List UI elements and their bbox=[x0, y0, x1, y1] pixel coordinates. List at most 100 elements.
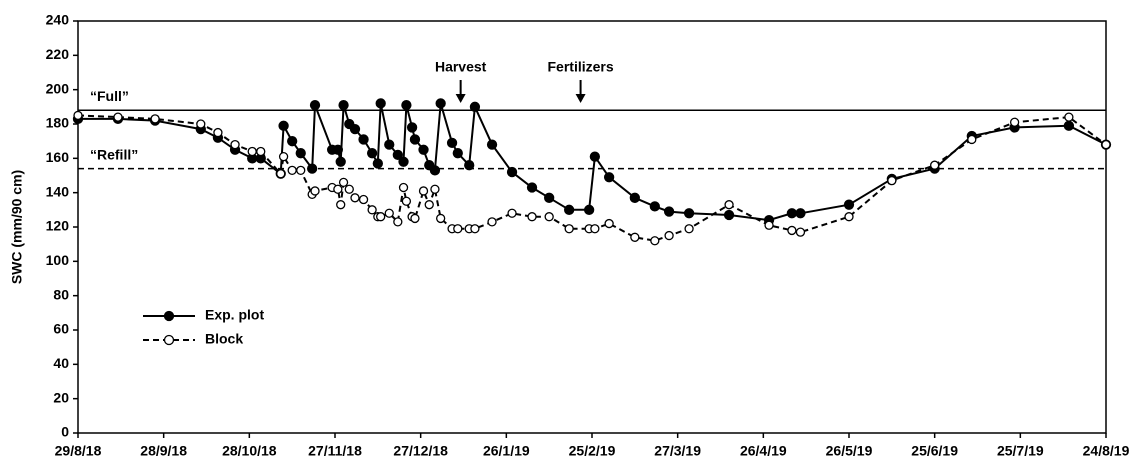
data-point bbox=[418, 144, 429, 155]
y-tick-label: 40 bbox=[53, 355, 69, 371]
data-point bbox=[844, 212, 854, 222]
data-point bbox=[603, 172, 615, 183]
data-point bbox=[350, 193, 360, 203]
data-point bbox=[335, 156, 346, 167]
legend-label: Block bbox=[205, 331, 243, 347]
data-point bbox=[278, 120, 289, 131]
data-point bbox=[213, 127, 223, 138]
reference-label: “Full” bbox=[90, 88, 129, 104]
data-point bbox=[409, 134, 421, 145]
reference-label: “Refill” bbox=[90, 146, 138, 162]
data-point bbox=[887, 175, 897, 186]
data-point bbox=[684, 224, 694, 234]
data-point bbox=[392, 149, 403, 161]
data-point bbox=[583, 204, 595, 215]
data-point bbox=[724, 200, 734, 210]
y-tick-label: 100 bbox=[46, 252, 70, 268]
data-point bbox=[564, 224, 574, 234]
annotation-text: Harvest bbox=[435, 59, 487, 75]
data-point bbox=[398, 182, 409, 193]
data-point bbox=[843, 199, 855, 210]
y-tick-label: 60 bbox=[53, 321, 69, 337]
data-point bbox=[663, 206, 675, 217]
y-tick-label: 160 bbox=[46, 149, 70, 165]
data-point bbox=[469, 101, 481, 112]
series-line bbox=[78, 102, 1107, 222]
data-point bbox=[486, 139, 498, 150]
data-point bbox=[196, 119, 206, 129]
y-tick-label: 20 bbox=[53, 389, 69, 405]
data-point bbox=[589, 151, 601, 162]
data-point bbox=[375, 98, 386, 109]
data-point bbox=[649, 201, 660, 212]
data-point bbox=[967, 134, 977, 145]
data-point bbox=[410, 213, 420, 224]
x-tick-label: 26/4/19 bbox=[740, 443, 787, 459]
data-point bbox=[287, 165, 297, 176]
data-point bbox=[73, 110, 83, 121]
data-point bbox=[338, 99, 349, 111]
data-point bbox=[287, 136, 298, 147]
data-point bbox=[1101, 139, 1111, 150]
arrow-head bbox=[575, 94, 586, 103]
data-point bbox=[336, 200, 346, 210]
y-tick-label: 140 bbox=[46, 183, 70, 199]
data-point bbox=[256, 146, 266, 157]
data-point bbox=[487, 217, 497, 227]
y-tick-label: 120 bbox=[46, 218, 70, 234]
data-point bbox=[332, 144, 344, 155]
data-point bbox=[664, 230, 674, 241]
data-point bbox=[393, 217, 403, 227]
data-point bbox=[401, 99, 412, 111]
y-tick-label: 180 bbox=[46, 115, 70, 131]
x-tick-label: 27/12/18 bbox=[393, 443, 448, 459]
data-point bbox=[367, 205, 377, 215]
arrow-head bbox=[455, 94, 466, 103]
data-point bbox=[406, 122, 418, 133]
data-point bbox=[309, 99, 321, 111]
data-point bbox=[358, 134, 369, 145]
annotation-text: Fertilizers bbox=[548, 59, 614, 75]
data-point bbox=[358, 194, 369, 205]
data-point bbox=[526, 182, 538, 193]
y-tick-label: 240 bbox=[46, 12, 70, 28]
data-point bbox=[723, 209, 735, 221]
legend-marker bbox=[163, 310, 175, 322]
data-point bbox=[295, 148, 306, 159]
y-tick-label: 220 bbox=[46, 46, 70, 62]
data-point bbox=[629, 192, 640, 203]
data-point bbox=[544, 212, 554, 222]
x-tick-label: 29/8/18 bbox=[55, 443, 102, 459]
x-tick-label: 27/11/18 bbox=[308, 443, 362, 459]
data-point bbox=[398, 156, 409, 167]
data-point bbox=[683, 208, 695, 219]
x-tick-label: 25/2/19 bbox=[569, 443, 616, 459]
data-point bbox=[349, 123, 361, 135]
data-point bbox=[650, 236, 660, 246]
x-tick-label: 25/7/19 bbox=[997, 443, 1044, 459]
data-point bbox=[418, 186, 429, 196]
data-point bbox=[452, 148, 463, 159]
x-tick-label: 26/1/19 bbox=[483, 443, 530, 459]
x-tick-label: 27/3/19 bbox=[654, 443, 701, 459]
y-tick-label: 200 bbox=[46, 80, 70, 96]
data-point bbox=[150, 114, 160, 124]
x-tick-label: 26/5/19 bbox=[826, 443, 873, 459]
data-point bbox=[795, 208, 806, 219]
data-point bbox=[453, 224, 463, 234]
legend-label: Exp. plot bbox=[205, 307, 264, 323]
x-tick-label: 28/9/18 bbox=[140, 443, 187, 459]
data-point bbox=[527, 212, 537, 222]
data-point bbox=[429, 165, 441, 176]
data-point bbox=[310, 186, 320, 196]
y-axis-label: SWC (mm/90 cm) bbox=[9, 170, 25, 284]
data-point bbox=[338, 177, 349, 188]
data-point bbox=[786, 208, 798, 219]
data-point bbox=[230, 139, 240, 150]
data-point bbox=[630, 232, 640, 242]
x-tick-label: 28/10/18 bbox=[222, 443, 277, 459]
data-point bbox=[464, 160, 475, 171]
data-point bbox=[113, 112, 123, 122]
plot-frame bbox=[77, 20, 1107, 434]
